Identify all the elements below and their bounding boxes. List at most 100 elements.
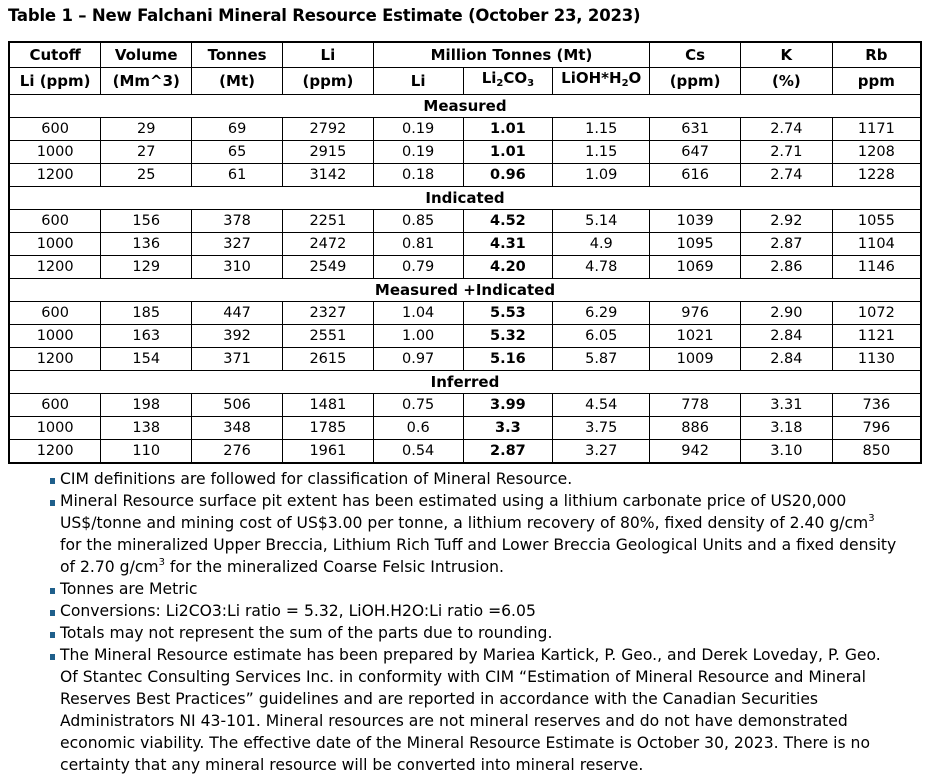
table-cell: 1.04	[372, 301, 464, 325]
table-cell: 2549	[282, 255, 374, 279]
resource-table: Cutoff Volume Tonnes Li Million Tonnes (…	[8, 41, 922, 464]
col-million-tonnes: Million Tonnes (Mt)	[372, 41, 651, 68]
table-cell: 0.96	[462, 163, 554, 187]
table-cell: 154	[100, 347, 193, 371]
unit-header: Li2CO3	[462, 67, 554, 95]
table-cell: 4.54	[552, 393, 651, 417]
table-cell: 1785	[282, 416, 374, 440]
table-cell: 3.75	[552, 416, 651, 440]
table-cell: 1200	[8, 255, 102, 279]
col-cs: Cs	[649, 41, 741, 68]
table-cell: 65	[191, 140, 283, 164]
table-cell: 0.18	[372, 163, 464, 187]
table-cell: 4.78	[552, 255, 651, 279]
table-cell: 5.14	[552, 209, 651, 233]
col-volume: Volume	[100, 41, 193, 68]
table-cell: 1961	[282, 439, 374, 464]
table-cell: 2.71	[740, 140, 833, 164]
table-cell: 0.79	[372, 255, 464, 279]
table-cell: 3.27	[552, 439, 651, 464]
table-cell: 1039	[649, 209, 741, 233]
table-cell: 276	[191, 439, 283, 464]
table-cell: 1.00	[372, 324, 464, 348]
unit-header: (ppm)	[282, 67, 374, 95]
table-cell: 0.85	[372, 209, 464, 233]
table-row: 1000 163 392 2551 1.00 5.32 6.05 1021 2.84 1121	[8, 324, 922, 348]
table-cell: 110	[100, 439, 193, 464]
table-cell: 310	[191, 255, 283, 279]
table-cell: 616	[649, 163, 741, 187]
unit-header: (ppm)	[649, 67, 741, 95]
table-cell: 0.54	[372, 439, 464, 464]
table-cell: 0.81	[372, 232, 464, 256]
section-row: Measured	[8, 94, 922, 118]
table-cell: 129	[100, 255, 193, 279]
table-cell: 2327	[282, 301, 374, 325]
table-cell: 163	[100, 324, 193, 348]
table-row: 1200 25 61 3142 0.18 0.96 1.09 616 2.74 1228	[8, 163, 922, 187]
table-cell: 3.10	[740, 439, 833, 464]
table-cell: 600	[8, 117, 102, 141]
table-cell: 27	[100, 140, 193, 164]
section-label: Measured +Indicated	[8, 278, 922, 302]
footnote-item: Tonnes are Metric	[50, 578, 900, 600]
table-row: 1000 136 327 2472 0.81 4.31 4.9 1095 2.87 1104	[8, 232, 922, 256]
table-row: 600 156 378 2251 0.85 4.52 5.14 1039 2.92 1055	[8, 209, 922, 233]
table-cell: 3.3	[462, 416, 554, 440]
table-cell: 506	[191, 393, 283, 417]
table-cell: 61	[191, 163, 283, 187]
table-cell: 4.52	[462, 209, 554, 233]
table-cell: 2551	[282, 324, 374, 348]
footnote-item: The Mineral Resource estimate has been p…	[50, 644, 900, 776]
table-cell: 156	[100, 209, 193, 233]
col-cutoff: Cutoff	[8, 41, 102, 68]
table-cell: 2251	[282, 209, 374, 233]
table-row: 1200 129 310 2549 0.79 4.20 4.78 1069 2.86 1146	[8, 255, 922, 279]
table-cell: 2.87	[740, 232, 833, 256]
unit-header: Li	[372, 67, 464, 95]
table-cell: 2792	[282, 117, 374, 141]
section-row: Measured +Indicated	[8, 278, 922, 302]
table-cell: 136	[100, 232, 193, 256]
table-cell: 378	[191, 209, 283, 233]
table-cell: 1200	[8, 347, 102, 371]
unit-header: (Mt)	[191, 67, 283, 95]
table-cell: 3.99	[462, 393, 554, 417]
table-cell: 3142	[282, 163, 374, 187]
table-row: 1000 27 65 2915 0.19 1.01 1.15 647 2.71 1208	[8, 140, 922, 164]
footnote-item: Conversions: Li2CO3:Li ratio = 5.32, LiO…	[50, 600, 900, 622]
table-cell: 736	[831, 393, 922, 417]
table-cell: 25	[100, 163, 193, 187]
table-cell: 796	[831, 416, 922, 440]
header-row-1: Cutoff Volume Tonnes Li Million Tonnes (…	[8, 41, 922, 68]
table-cell: 1.15	[552, 140, 651, 164]
table-row: 600 29 69 2792 0.19 1.01 1.15 631 2.74 1171	[8, 117, 922, 141]
table-cell: 0.19	[372, 140, 464, 164]
unit-header: (%)	[740, 67, 833, 95]
table-cell: 4.20	[462, 255, 554, 279]
table-cell: 0.19	[372, 117, 464, 141]
table-cell: 69	[191, 117, 283, 141]
table-cell: 1.15	[552, 117, 651, 141]
table-cell: 1208	[831, 140, 922, 164]
section-row: Inferred	[8, 370, 922, 394]
table-cell: 2.90	[740, 301, 833, 325]
table-cell: 3.18	[740, 416, 833, 440]
table-cell: 1121	[831, 324, 922, 348]
col-tonnes: Tonnes	[191, 41, 283, 68]
table-cell: 3.31	[740, 393, 833, 417]
table-cell: 2615	[282, 347, 374, 371]
table-cell: 4.31	[462, 232, 554, 256]
table-row: 1000 138 348 1785 0.6 3.3 3.75 886 3.18 796	[8, 416, 922, 440]
table-cell: 600	[8, 301, 102, 325]
table-cell: 1009	[649, 347, 741, 371]
table-cell: 850	[831, 439, 922, 464]
table-cell: 631	[649, 117, 741, 141]
table-cell: 1000	[8, 140, 102, 164]
table-cell: 2.84	[740, 347, 833, 371]
col-li: Li	[282, 41, 374, 68]
section-row: Indicated	[8, 186, 922, 210]
table-cell: 1000	[8, 324, 102, 348]
table-cell: 198	[100, 393, 193, 417]
table-cell: 348	[191, 416, 283, 440]
